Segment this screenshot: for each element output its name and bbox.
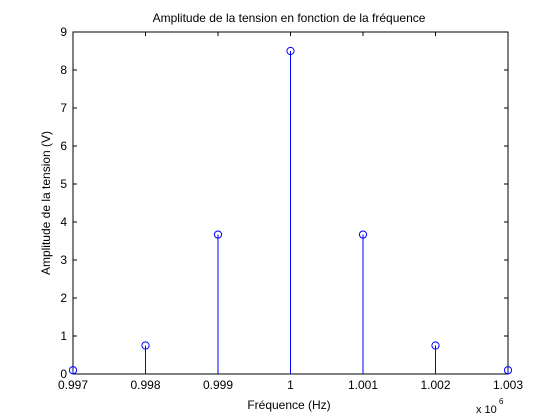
stem-marker [141, 341, 150, 350]
chart-title: Amplitude de la tension en fonction de l… [153, 11, 426, 25]
x-tick-label: 0.999 [203, 378, 233, 392]
x-tick-label: 1.002 [420, 378, 450, 392]
y-tick-label: 1 [60, 329, 67, 343]
x-exponent-label: x 10 [476, 404, 497, 416]
x-tick-label: 0.998 [130, 378, 160, 392]
y-tick-label: 4 [60, 215, 67, 229]
x-tick-label: 0.997 [58, 378, 88, 392]
y-axis-label: Amplitude de la tension (V) [39, 131, 53, 275]
x-axis-label: Fréquence (Hz) [247, 398, 330, 412]
y-tick-label: 6 [60, 139, 67, 153]
plot-area: 0.997 0.998 0.999 1 1.001 1.002 1.003 0 1 2 3 4 5 6 7 8… [58, 25, 523, 392]
y-tick-label: 9 [60, 25, 67, 39]
y-tick-label: 3 [60, 253, 67, 267]
stem-marker [431, 341, 440, 350]
y-tick-label: 0 [60, 367, 67, 381]
x-exponent-power: 6 [499, 397, 504, 406]
y-tick-label: 2 [60, 291, 67, 305]
stem-marker [286, 46, 295, 56]
x-tick-label: 1.001 [348, 378, 378, 392]
x-tick-label: 1.003 [493, 378, 523, 392]
y-tick-label: 7 [60, 101, 67, 115]
y-tick-label: 8 [60, 63, 67, 77]
stem-marker [68, 366, 78, 375]
x-tick-label: 1 [287, 378, 294, 392]
y-tick-label: 5 [60, 177, 67, 191]
stem-marker [358, 230, 368, 239]
stem-marker [213, 230, 223, 239]
stem-marker [503, 366, 513, 375]
